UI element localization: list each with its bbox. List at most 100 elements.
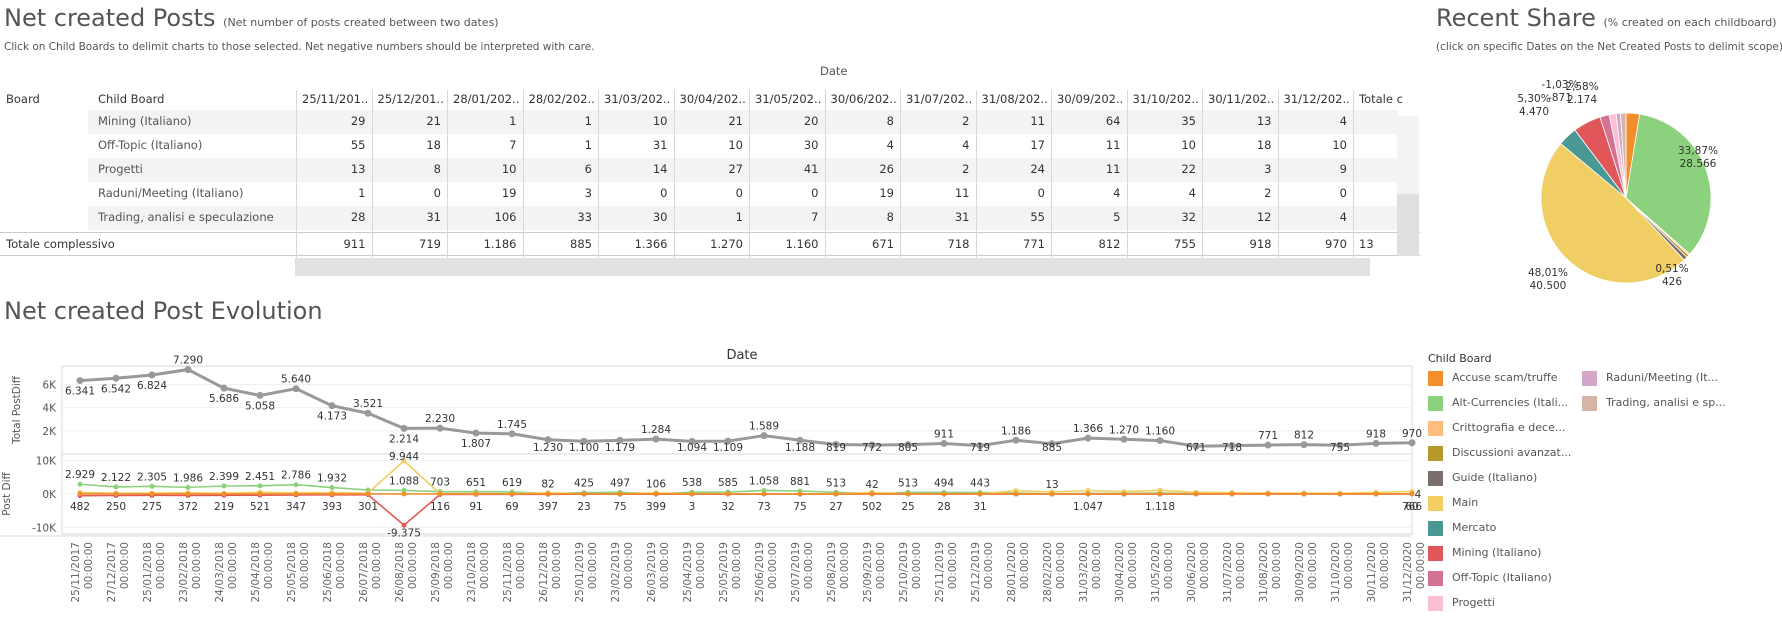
table-cell[interactable]: 13 (350, 162, 366, 176)
legend-label[interactable]: Alt-Currencies (Itali... (1452, 396, 1569, 409)
postdiff-point[interactable] (1013, 491, 1019, 497)
table-cell[interactable]: 30 (803, 138, 819, 152)
total-postdiff-point[interactable] (724, 437, 732, 445)
table-cell[interactable]: 4 (1339, 114, 1347, 128)
postdiff-point[interactable] (1265, 491, 1271, 497)
child-board-name[interactable]: Progetti (98, 162, 143, 176)
total-cell[interactable]: 885 (570, 237, 592, 251)
table-cell[interactable]: 35 (1181, 114, 1196, 128)
total-postdiff-point[interactable] (1156, 437, 1164, 445)
table-cell[interactable]: 0 (660, 186, 668, 200)
table-cell[interactable]: 13 (1256, 114, 1272, 128)
table-cell[interactable]: 8 (886, 210, 894, 224)
legend-label[interactable]: Accuse scam/truffe (1452, 371, 1558, 384)
table-cell[interactable]: 3 (584, 186, 592, 200)
postdiff-point[interactable] (941, 491, 947, 497)
table-cell[interactable]: 4 (886, 138, 894, 152)
child-board-name[interactable]: Raduni/Meeting (Italiano) (98, 186, 244, 200)
table-cell[interactable]: 9 (1339, 162, 1347, 176)
table-cell[interactable]: 18 (426, 138, 441, 152)
table-cell[interactable]: 21 (426, 114, 441, 128)
legend-label[interactable]: Mercato (1452, 521, 1497, 534)
postdiff-point[interactable] (1373, 491, 1379, 497)
legend-label[interactable]: Discussioni avanzat... (1452, 446, 1572, 459)
total-cell[interactable]: 671 (872, 237, 894, 251)
total-postdiff-point[interactable] (1012, 436, 1020, 444)
table-cell[interactable]: 14 (652, 162, 668, 176)
postdiff-point[interactable] (473, 491, 479, 497)
total-postdiff-point[interactable] (1336, 441, 1344, 449)
total-postdiff-point[interactable] (436, 424, 444, 432)
total-postdiff-point[interactable] (1084, 434, 1092, 442)
date-column-header[interactable]: 25/12/201.. (377, 92, 444, 106)
table-cell[interactable]: 4 (962, 138, 970, 152)
postdiff-point[interactable] (113, 491, 119, 497)
postdiff-point[interactable] (977, 491, 983, 497)
total-postdiff-point[interactable] (796, 436, 804, 444)
total-postdiff-point[interactable] (148, 371, 156, 379)
table-cell[interactable]: 7 (509, 138, 517, 152)
total-cell[interactable]: 970 (1325, 237, 1347, 251)
total-cell[interactable]: 718 (947, 237, 970, 251)
recent-share-pie[interactable]: 2,58%2.174 33,87%28.566 0,51%426 48,01%40.5… (1500, 72, 1782, 308)
table-cell[interactable]: 0 (811, 186, 819, 200)
postdiff-point[interactable] (1301, 491, 1307, 497)
child-board-header[interactable]: Child Board (98, 92, 165, 106)
table-row[interactable]: Raduni/Meeting (Italiano) 1 0 19 3 0 0 0 19 11 0 4 4… (88, 182, 1398, 206)
postdiff-point[interactable] (185, 491, 191, 497)
table-cell[interactable]: 5 (1113, 210, 1121, 224)
postdiff-point[interactable] (221, 491, 227, 497)
table-cell[interactable]: 17 (1030, 138, 1045, 152)
postdiff-point[interactable] (761, 491, 767, 497)
postdiff-point[interactable] (545, 491, 551, 497)
postdiff-point[interactable] (293, 482, 299, 488)
pie-slice[interactable] (1625, 113, 1712, 255)
table-cell[interactable]: 28 (350, 210, 366, 224)
total-cell[interactable]: 911 (343, 237, 366, 251)
date-column-header[interactable]: 31/08/202.. (981, 92, 1048, 106)
child-board-name[interactable]: Off-Topic (Italiano) (98, 138, 203, 152)
postdiff-point[interactable] (509, 491, 515, 497)
postdiff-point[interactable] (653, 491, 659, 497)
table-cell[interactable]: 2 (962, 114, 970, 128)
table-cell[interactable]: 26 (879, 162, 894, 176)
table-cell[interactable]: 19 (879, 186, 894, 200)
postdiff-point[interactable] (1157, 487, 1163, 493)
total-postdiff-point[interactable] (184, 366, 192, 374)
total-cell[interactable]: 1.366 (634, 237, 668, 251)
postdiff-line[interactable] (79, 493, 1413, 527)
total-postdiff-point[interactable] (1192, 442, 1200, 450)
postdiff-point[interactable] (329, 485, 335, 491)
table-cell[interactable]: 1 (735, 210, 743, 224)
table-cell[interactable]: 10 (1181, 138, 1196, 152)
postdiff-point[interactable] (833, 491, 839, 497)
postdiff-point[interactable] (221, 483, 227, 489)
postdiff-point[interactable] (1121, 491, 1127, 497)
legend-label[interactable]: Mining (Italiano) (1452, 546, 1542, 559)
evolution-chart[interactable]: Date Total PostDiff Post Diff 6K 4K 2K 10K 0K -1… (0, 340, 1426, 644)
legend-label[interactable]: Raduni/Meeting (It... (1606, 371, 1719, 384)
total-postdiff-point[interactable] (760, 432, 768, 440)
table-cell[interactable]: 0 (1037, 186, 1045, 200)
postdiff-line[interactable] (79, 459, 1413, 495)
table-cell[interactable]: 22 (1181, 162, 1196, 176)
total-postdiff-point[interactable] (1408, 439, 1416, 447)
table-cell[interactable]: 55 (350, 138, 366, 152)
table-cell[interactable]: 0 (433, 186, 441, 200)
total-postdiff-point[interactable] (544, 436, 552, 444)
table-cell[interactable]: 64 (1105, 114, 1121, 128)
total-postdiff-point[interactable] (1300, 441, 1308, 449)
total-cell[interactable]: 918 (1249, 237, 1272, 251)
child-board-name[interactable]: Trading, analisi e speculazione (98, 210, 274, 224)
date-column-header[interactable]: 30/11/202.. (1208, 92, 1275, 106)
postdiff-point[interactable] (1157, 491, 1163, 497)
postdiff-point[interactable] (401, 487, 407, 493)
postdiff-point[interactable] (689, 491, 695, 497)
table-cell[interactable]: 8 (886, 114, 894, 128)
legend-label[interactable]: Guide (Italiano) (1452, 471, 1538, 484)
date-column-header[interactable]: 31/05/202.. (755, 92, 822, 106)
postdiff-point[interactable] (257, 483, 263, 489)
postdiff-point[interactable] (365, 491, 371, 497)
total-cell[interactable]: 812 (1098, 237, 1121, 251)
postdiff-point[interactable] (113, 484, 119, 490)
